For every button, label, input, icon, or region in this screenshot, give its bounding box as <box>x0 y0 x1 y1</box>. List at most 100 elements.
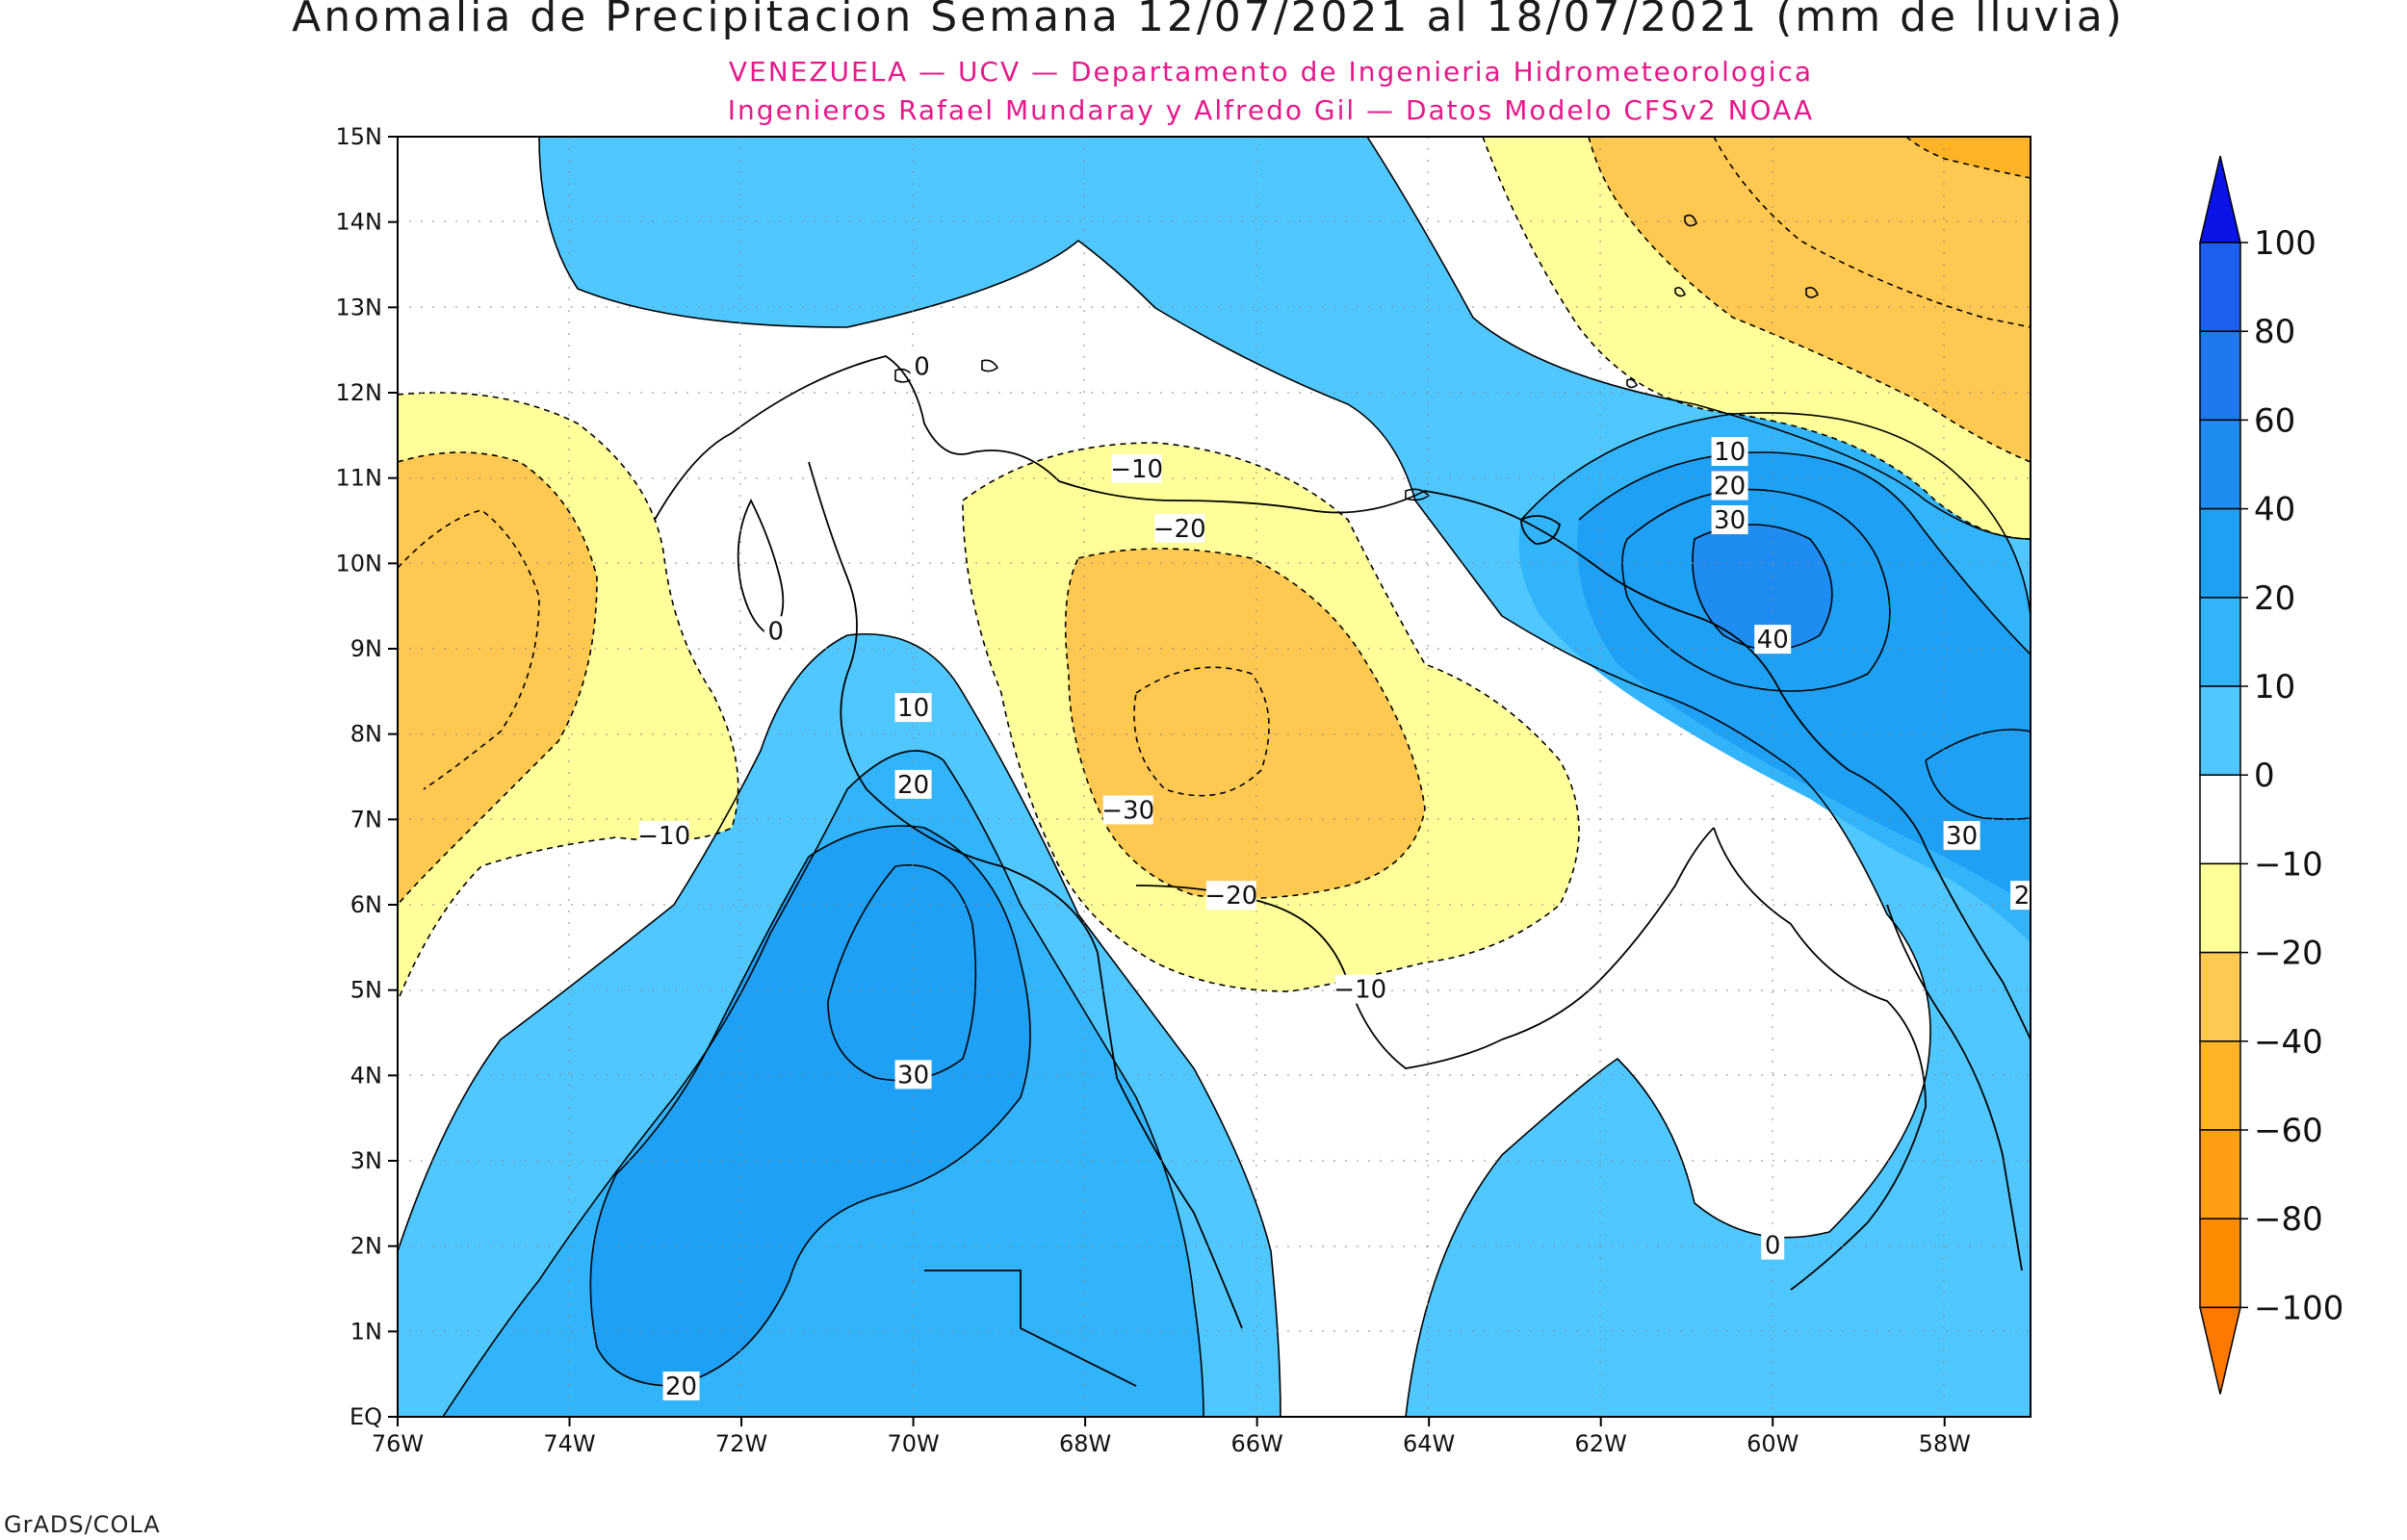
negative-anomaly-fills <box>398 137 2031 1001</box>
positive-anomaly-fills <box>398 137 2031 1417</box>
contour-neg20-central <box>1064 548 1426 900</box>
contour-label: 30 <box>897 1061 929 1090</box>
colorbar-segment <box>2199 1040 2241 1131</box>
colombia-venezuela-border <box>808 461 1243 1329</box>
fill-pos20-southwest <box>590 826 1030 1386</box>
colorbar-label: 100 <box>2254 224 2316 263</box>
barbados-island <box>1805 287 1819 298</box>
lat-tick-label: 15N <box>336 123 383 150</box>
contour-label: 20 <box>665 1373 697 1401</box>
contour-30-southwest <box>827 864 977 1082</box>
lat-tick-label: 8N <box>350 721 382 748</box>
contour-label-bg <box>1711 471 1748 500</box>
fill-neg20-northeast <box>1589 137 2031 462</box>
contour-10-southwest <box>442 750 1204 1417</box>
lat-tick-label: 11N <box>336 465 383 492</box>
fill-neg40-northeast <box>1906 137 2031 178</box>
fill-pos20-northeast <box>1577 452 2031 905</box>
lat-tick-label: 12N <box>336 379 383 406</box>
contour-label-bg <box>662 1371 700 1400</box>
contour-label-bg <box>1761 1230 1785 1260</box>
st-lucia-island <box>1684 214 1697 227</box>
contour-neg20-west <box>398 451 598 906</box>
colorbar-segment <box>2199 774 2241 865</box>
colorbar-segment <box>2199 951 2241 1042</box>
lat-tick-label: 9N <box>350 635 382 662</box>
contour-label-bg <box>1111 453 1162 483</box>
lon-tick-label: 74W <box>543 1430 595 1457</box>
contour-zero-northeast <box>1366 137 2031 540</box>
contour-label-bg <box>1334 974 1385 1004</box>
latitude-axis: EQ 1N 2N 3N 4N 5N 6N 7N 8N 9N 10N 11N 12N 13N 14N 15N <box>336 123 398 1430</box>
grads-credit: GrADS/COLA <box>4 1511 161 1538</box>
caribbean-coastline <box>654 355 2031 1040</box>
colorbar-label: −100 <box>2254 1289 2343 1327</box>
colorbar-label: −10 <box>2254 845 2323 884</box>
lat-tick-label: 5N <box>350 977 382 1004</box>
contour-label-bg <box>1754 625 1792 654</box>
contour-label-bg <box>894 693 932 723</box>
country-borders <box>654 355 2031 1387</box>
contour-label-bg <box>1943 821 1980 851</box>
contour-label: 0 <box>767 617 784 646</box>
contour-label-bg <box>1205 881 1256 911</box>
contour-label: 0 <box>1765 1232 1781 1261</box>
contour-label: 10 <box>1714 438 1746 467</box>
contour-label-bg <box>1711 437 1748 467</box>
contour-label: 30 <box>1946 822 1978 851</box>
colorbar-label: 60 <box>2254 401 2295 440</box>
venezuela-brazil-border <box>1135 827 1715 1069</box>
contour-label-bg <box>764 616 788 646</box>
contour-label: −20 <box>1204 882 1257 911</box>
contour-label: 10 <box>897 694 929 723</box>
contour-label: 30 <box>1714 506 1746 535</box>
contour-20-northeast <box>1578 451 2031 655</box>
contour-neg40-northeast <box>1905 137 2031 179</box>
colorbar-segment <box>2199 242 2241 332</box>
margarita-island <box>1405 488 1431 501</box>
colorbar-top-arrow <box>2199 155 2241 244</box>
lon-tick-label: 72W <box>715 1430 767 1457</box>
colorbar-segment <box>2199 862 2241 954</box>
lon-tick-label: 68W <box>1059 1430 1111 1457</box>
colorbar-label: −20 <box>2254 935 2323 973</box>
lat-tick-label: 14N <box>336 209 383 236</box>
colorbar-segment <box>2199 685 2241 776</box>
contour-30-northeast <box>1621 488 1891 692</box>
fill-neg20-central <box>1065 549 1425 899</box>
lat-tick-label: 13N <box>336 294 383 321</box>
contour-label-bg <box>638 821 689 851</box>
ecuador-peru-border <box>924 1270 1137 1387</box>
contour-label: −10 <box>1333 976 1386 1005</box>
trinidad-island <box>1520 515 1562 545</box>
contour-zero-southwest <box>398 633 1281 1417</box>
colorbar-segment <box>2199 1129 2241 1219</box>
contour-label: −20 <box>1153 515 1206 544</box>
fill-neg20-west <box>398 452 597 905</box>
longitude-axis: 76W 74W 72W 70W 68W 66W 64W 62W 60W 58W <box>372 1417 1971 1457</box>
contour-neg20-northeast <box>1588 137 2031 463</box>
colorbar-segment <box>2199 1218 2241 1309</box>
contour-label: 20 <box>897 771 929 800</box>
colorbar-label: −80 <box>2254 1200 2323 1239</box>
lon-tick-label: 70W <box>887 1430 939 1457</box>
lon-tick-label: 64W <box>1403 1430 1455 1457</box>
lat-tick-label: 7N <box>350 806 382 833</box>
lon-tick-label: 62W <box>1575 1430 1627 1457</box>
colorbar-label: 20 <box>2254 579 2295 618</box>
contour-label: 40 <box>1757 626 1789 654</box>
contour-10-northeast <box>1520 412 2031 617</box>
contour-label: 0 <box>914 352 930 381</box>
contour-neg10-west <box>398 392 739 1002</box>
subtitle-line-2: Ingenieros Rafael Mundaray y Alfredo Gil… <box>728 94 1814 126</box>
lat-tick-label: 6N <box>350 891 382 918</box>
contour-40-northeast <box>1692 524 1833 651</box>
contour-label-bg <box>894 769 932 799</box>
contour-neg30-northeast <box>1713 137 2031 328</box>
contour-label-bg <box>1154 513 1205 543</box>
contour-20-southwest <box>589 825 1031 1387</box>
colorbar-label: 80 <box>2254 313 2295 351</box>
contour-label-bg <box>894 1060 932 1090</box>
